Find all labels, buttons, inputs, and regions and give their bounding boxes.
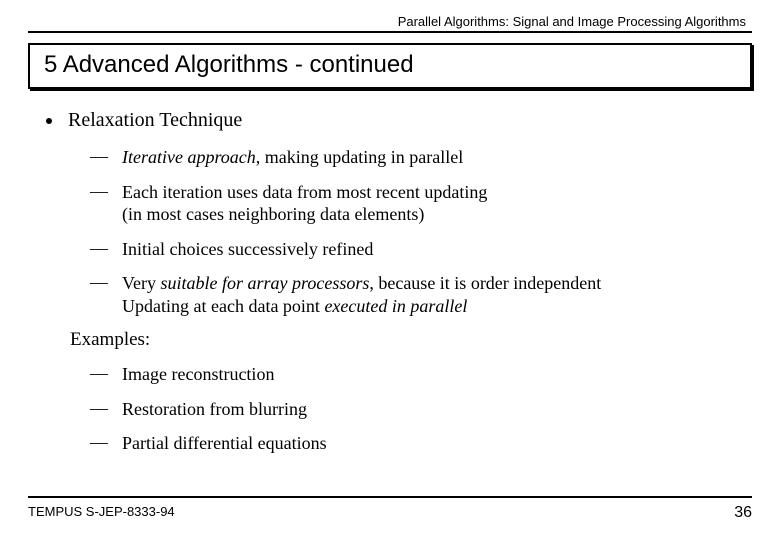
header-rule <box>28 31 752 33</box>
sub-text: Very suitable for array processors, beca… <box>122 272 601 317</box>
running-header: Parallel Algorithms: Signal and Image Pr… <box>28 14 752 31</box>
dash-icon: — <box>90 146 110 167</box>
examples-label: Examples: <box>70 329 752 351</box>
page-number: 36 <box>734 504 752 522</box>
sub-text: Each iteration uses data from most recen… <box>122 181 487 226</box>
slide-footer: TEMPUS S-JEP-8333-94 36 <box>28 496 752 522</box>
slide-title: 5 Advanced Algorithms - continued <box>28 43 752 89</box>
sub-item-3: — Initial choices successively refined <box>90 238 752 261</box>
bullet-icon <box>46 118 52 124</box>
footer-rule <box>28 496 752 498</box>
example-text: Image reconstruction <box>122 363 274 386</box>
example-text: Partial differential equations <box>122 432 327 455</box>
footer-left-text: TEMPUS S-JEP-8333-94 <box>28 504 175 522</box>
dash-icon: — <box>90 398 110 419</box>
sub-item-2: — Each iteration uses data from most rec… <box>90 181 752 226</box>
dash-icon: — <box>90 238 110 259</box>
dash-icon: — <box>90 363 110 384</box>
dash-icon: — <box>90 181 110 202</box>
bullet-text: Relaxation Technique <box>68 109 242 132</box>
sub-item-1: — Iterative approach, making updating in… <box>90 146 752 169</box>
dash-icon: — <box>90 272 110 293</box>
example-item-3: — Partial differential equations <box>90 432 752 455</box>
example-item-1: — Image reconstruction <box>90 363 752 386</box>
sub-item-4: — Very suitable for array processors, be… <box>90 272 752 317</box>
example-item-2: — Restoration from blurring <box>90 398 752 421</box>
sub-text: Initial choices successively refined <box>122 238 373 261</box>
dash-icon: — <box>90 432 110 453</box>
sub-text: Iterative approach, making updating in p… <box>122 146 463 169</box>
example-text: Restoration from blurring <box>122 398 307 421</box>
bullet-item: Relaxation Technique <box>46 109 752 132</box>
